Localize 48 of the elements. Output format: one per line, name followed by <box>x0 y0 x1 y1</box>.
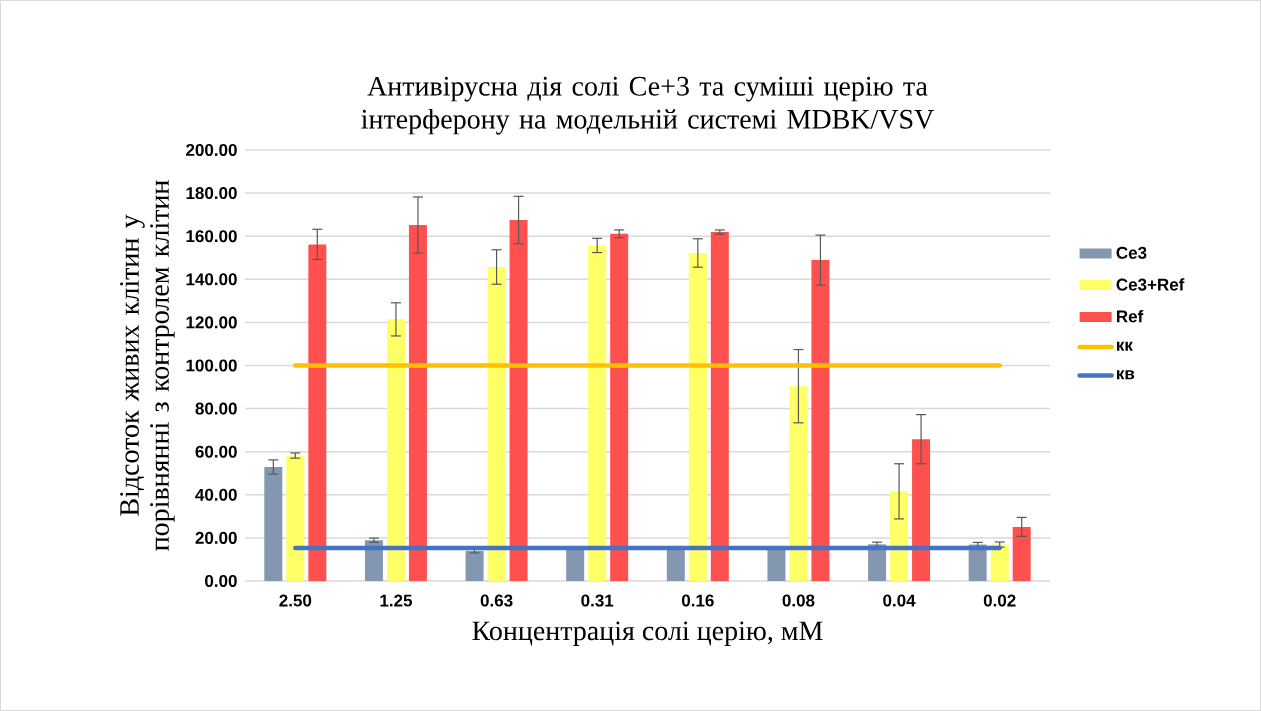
x-tick-label: 2.50 <box>279 594 312 607</box>
bar <box>1012 526 1031 581</box>
y-axis-title: Відсоток живих клітин у порівнянні з контролем клітин <box>120 180 175 551</box>
legend-label: кв <box>1117 370 1135 380</box>
legend-label: Ref <box>1116 309 1144 323</box>
bar <box>890 491 909 581</box>
bar <box>588 245 607 581</box>
x-tick-label: 0.63 <box>480 594 513 607</box>
x-axis-title: Концентрація солі церію, мМ <box>472 621 823 646</box>
y-tick-label: 120.00 <box>186 316 237 329</box>
x-tick-label: 0.02 <box>983 594 1016 607</box>
legend-label: кк <box>1117 341 1133 351</box>
bar <box>666 548 685 581</box>
bar <box>487 267 506 581</box>
bar <box>811 260 830 581</box>
bar <box>286 455 305 581</box>
x-tick-label: 0.31 <box>581 594 614 607</box>
chart-title: Антивірусна дія солі Се+3 та суміші церію та інтерферону на модельній системі MDBK/VSV <box>361 76 934 135</box>
bar <box>990 544 1009 581</box>
bar <box>386 319 405 581</box>
x-tick-label: 0.04 <box>883 594 916 607</box>
bar <box>912 439 931 581</box>
y-tick-label: 40.00 <box>195 488 237 501</box>
y-tick-label: 0.00 <box>205 574 237 588</box>
x-tick-label: 1.25 <box>380 594 413 607</box>
bar <box>465 550 484 581</box>
legend-label: Ce3+Ref <box>1116 278 1185 291</box>
y-tick-label: 140.00 <box>186 273 237 286</box>
x-tick-label: 0.08 <box>782 594 815 607</box>
bar <box>566 548 585 581</box>
bar <box>688 253 707 581</box>
y-tick-label: 180.00 <box>186 187 237 200</box>
y-tick-label: 200.00 <box>186 143 237 157</box>
bar <box>710 232 729 581</box>
y-tick-label: 100.00 <box>186 359 237 372</box>
y-tick-label: 80.00 <box>195 402 237 415</box>
y-tick-label: 20.00 <box>195 531 237 544</box>
legend-label: Ce3 <box>1116 246 1147 259</box>
bar <box>408 224 427 581</box>
y-tick-label: 160.00 <box>186 230 237 243</box>
bar <box>509 220 528 581</box>
bar <box>789 386 808 581</box>
y-tick-label: 60.00 <box>195 445 237 458</box>
bar <box>767 548 786 581</box>
x-tick-label: 0.16 <box>681 594 714 607</box>
bar <box>264 466 283 581</box>
bar <box>308 244 327 581</box>
bar <box>610 233 629 581</box>
